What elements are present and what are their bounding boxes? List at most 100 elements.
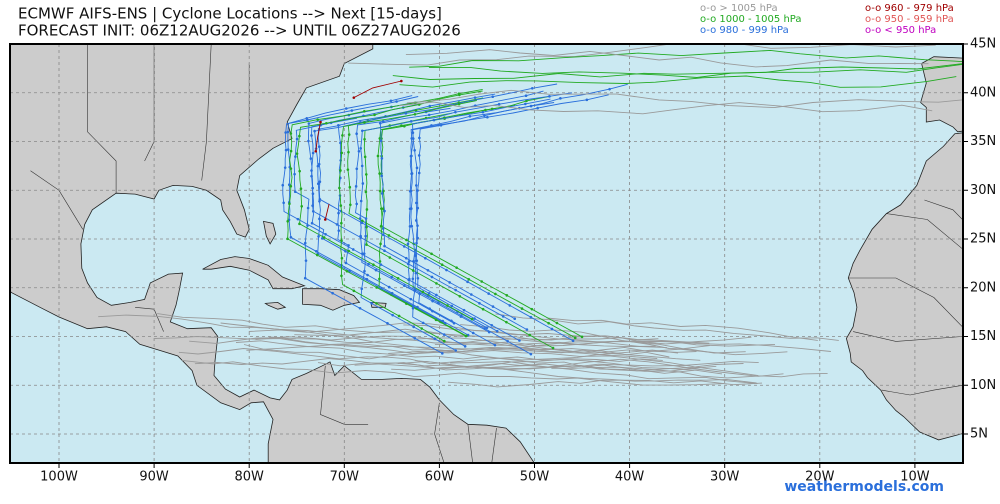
track-point: [376, 154, 380, 158]
track-point: [416, 206, 420, 210]
track-point: [505, 294, 509, 297]
track-point: [316, 118, 319, 121]
track-point: [381, 120, 385, 123]
track-point: [391, 313, 394, 317]
track-point: [283, 166, 287, 169]
track-point: [381, 227, 385, 230]
track-point: [352, 289, 356, 293]
track-point: [363, 269, 366, 273]
track-point: [360, 221, 364, 225]
track-point: [416, 236, 419, 240]
track-point: [348, 185, 352, 189]
track-point: [414, 219, 418, 222]
track-point: [437, 123, 440, 127]
track-point: [412, 325, 415, 329]
track-point: [380, 157, 384, 160]
boundary: [491, 428, 497, 463]
track-point: [379, 242, 382, 246]
track-point: [364, 190, 368, 194]
track-point: [446, 304, 449, 307]
track: [406, 89, 963, 109]
track-point: [463, 345, 467, 348]
track-point: [506, 339, 509, 343]
track-point: [298, 222, 301, 226]
boundary: [924, 199, 963, 221]
track-point: [389, 99, 393, 103]
track-point: [435, 293, 438, 297]
track-point: [307, 139, 310, 143]
track-point: [445, 268, 448, 272]
lon-label: 90W: [139, 470, 169, 485]
track-point: [350, 109, 354, 112]
lon-label: 30W: [710, 470, 740, 485]
track: [315, 121, 321, 152]
track-point: [415, 184, 418, 187]
land-cuba: [202, 256, 306, 290]
track-point: [457, 102, 461, 106]
track-point: [375, 286, 378, 289]
track-point: [495, 329, 499, 333]
track-point: [513, 317, 517, 320]
track-point: [373, 113, 376, 117]
lon-label: 40W: [615, 470, 645, 485]
track-point: [435, 282, 438, 285]
track-point: [317, 235, 320, 238]
track-point: [462, 308, 466, 312]
track-point: [322, 236, 326, 239]
track: [405, 49, 929, 68]
track-point: [289, 132, 293, 135]
track-point: [458, 295, 462, 298]
track-point: [346, 168, 350, 171]
track-point: [405, 238, 408, 242]
track-point: [310, 174, 313, 178]
track-point: [365, 208, 369, 211]
track-point: [289, 167, 293, 170]
track-point: [380, 207, 383, 210]
track-point: [530, 86, 534, 90]
track-point: [365, 225, 368, 229]
lon-label: 20W: [805, 470, 835, 485]
track-point: [443, 321, 447, 325]
lat-label: 15N: [970, 329, 996, 344]
legend-entry: o-o > 1005 hPa: [700, 3, 778, 14]
track-point: [548, 95, 551, 98]
track-point: [299, 187, 303, 191]
track-point: [316, 182, 320, 186]
track-point: [281, 183, 285, 187]
track-point: [313, 129, 316, 133]
track-point: [432, 118, 436, 122]
track-point: [386, 321, 389, 325]
track-point: [413, 112, 417, 116]
track-point: [408, 207, 412, 211]
track-point: [316, 164, 320, 168]
track-point: [454, 349, 458, 352]
track-point: [491, 305, 495, 308]
track-point: [379, 263, 383, 266]
track-point: [379, 139, 383, 143]
track-point: [311, 151, 315, 155]
track-point: [310, 221, 314, 225]
track-point: [468, 115, 472, 118]
land-africa: [845, 132, 963, 441]
track-point: [303, 276, 307, 280]
track-point: [415, 259, 419, 263]
track-point: [430, 252, 433, 256]
track-point: [366, 273, 369, 277]
track-point: [331, 291, 334, 295]
track-point: [404, 256, 408, 260]
track: [409, 49, 963, 68]
track-point: [364, 173, 368, 176]
track-point: [337, 229, 341, 232]
track-point: [408, 189, 412, 193]
track-point: [378, 137, 382, 140]
track-point: [288, 202, 291, 206]
boundary: [886, 213, 963, 250]
track-point: [409, 154, 413, 158]
track-point: [524, 94, 528, 97]
track-point: [442, 333, 446, 336]
track-point: [323, 218, 327, 221]
track-point: [307, 122, 311, 125]
track-point: [418, 136, 421, 140]
track-point: [359, 147, 363, 150]
